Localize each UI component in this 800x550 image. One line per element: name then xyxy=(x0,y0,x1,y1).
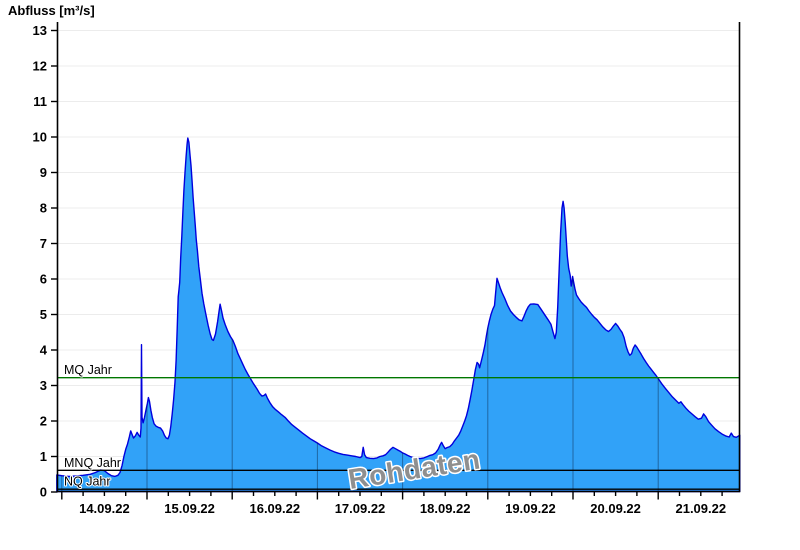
ref-label-mq-jahr: MQ Jahr xyxy=(64,363,112,377)
y-tick-label: 12 xyxy=(33,59,47,74)
x-tick-label: 16.09.22 xyxy=(249,501,300,516)
y-tick-label: 2 xyxy=(40,414,47,429)
x-tick-label: 19.09.22 xyxy=(505,501,556,516)
y-tick-label: 13 xyxy=(33,23,47,38)
y-tick-label: 9 xyxy=(40,165,47,180)
y-tick-label: 11 xyxy=(33,94,47,109)
x-tick-label: 21.09.22 xyxy=(675,501,726,516)
x-tick-label: 17.09.22 xyxy=(335,501,386,516)
area-series xyxy=(56,137,741,493)
x-tick-label: 18.09.22 xyxy=(420,501,471,516)
x-tick-label: 20.09.22 xyxy=(590,501,641,516)
y-tick-label: 0 xyxy=(40,485,47,500)
y-tick-label: 4 xyxy=(40,343,48,358)
y-tick-label: 1 xyxy=(40,449,47,464)
y-tick-label: 7 xyxy=(40,236,47,251)
ref-label-mnq-jahr: MNQ Jahr xyxy=(64,456,121,470)
chart-title: Abfluss [m³/s] xyxy=(8,3,95,18)
x-tick-label: 15.09.22 xyxy=(164,501,215,516)
ref-label-nq-jahr: NQ Jahr xyxy=(64,475,111,489)
y-tick-label: 3 xyxy=(40,378,47,393)
y-tick-label: 6 xyxy=(40,272,47,287)
y-tick-label: 8 xyxy=(40,201,47,216)
y-tick-label: 10 xyxy=(33,130,47,145)
x-tick-label: 14.09.22 xyxy=(79,501,130,516)
y-tick-label: 5 xyxy=(40,307,47,322)
